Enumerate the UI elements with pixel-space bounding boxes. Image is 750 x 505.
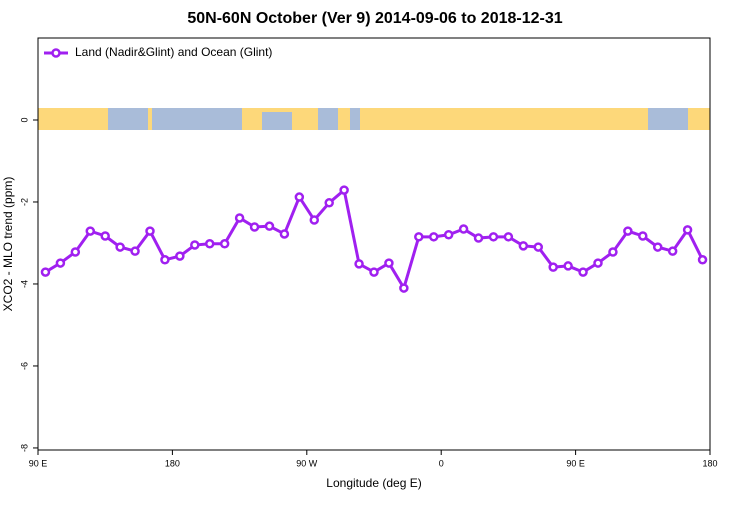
data-point (697, 255, 708, 265)
data-point (40, 267, 51, 277)
x-tick-label: 180 (702, 458, 717, 468)
data-point (115, 242, 125, 252)
y-tick-label: -8 (19, 444, 29, 452)
data-point (354, 259, 364, 269)
data-point (160, 255, 170, 265)
y-axis-label: XCO2 - MLO trend (ppm) (1, 177, 15, 312)
data-point (279, 229, 290, 239)
y-tick-label: -6 (19, 362, 29, 370)
data-point (324, 198, 334, 208)
data-point (55, 258, 66, 268)
data-point (249, 222, 260, 232)
data-point (548, 262, 558, 272)
data-point (578, 267, 588, 277)
data-point (399, 283, 409, 293)
data-point (339, 185, 349, 195)
data-point (652, 242, 663, 252)
data-point (204, 239, 215, 249)
x-tick-label: 90 E (29, 458, 48, 468)
data-point (175, 251, 185, 261)
data-point (145, 226, 155, 236)
data-point (518, 241, 529, 251)
data-point (70, 247, 81, 257)
x-tick-label: 0 (439, 458, 444, 468)
data-point (533, 242, 544, 252)
data-point (458, 224, 469, 234)
legend-label: Land (Nadir&Glint) and Ocean (Glint) (75, 45, 272, 59)
data-point (190, 240, 200, 250)
data-point (608, 247, 618, 257)
data-point (219, 239, 230, 249)
data-point (414, 232, 424, 242)
data-point (130, 246, 140, 256)
plot-frame (37, 37, 711, 451)
data-point (309, 215, 320, 225)
x-axis-label: Longitude (deg E) (326, 476, 421, 490)
data-point (488, 232, 499, 242)
y-tick-label: -2 (19, 198, 29, 206)
data-point (234, 213, 245, 223)
data-point (638, 231, 648, 241)
y-tick-label: -4 (19, 280, 29, 288)
data-point (294, 192, 305, 202)
data-point (473, 233, 484, 243)
x-tick-label: 90 W (296, 458, 318, 468)
data-point (623, 226, 633, 236)
data-point (593, 258, 603, 268)
x-tick-label: 90 E (566, 458, 585, 468)
data-point (85, 226, 96, 236)
data-point (503, 232, 514, 242)
data-point (264, 221, 275, 231)
chart-title: 50N-60N October (Ver 9) 2014-09-06 to 20… (187, 10, 562, 27)
data-point (563, 261, 573, 271)
data-point (428, 232, 439, 242)
x-tick-label: 180 (165, 458, 180, 468)
data-point (384, 258, 394, 268)
data-point (667, 246, 678, 256)
data-point (369, 267, 379, 277)
legend-marker (51, 48, 61, 58)
data-point (682, 225, 693, 235)
data-point (443, 230, 454, 240)
map-band (38, 108, 710, 130)
data-point (100, 231, 110, 241)
y-tick-label: 0 (19, 117, 29, 122)
